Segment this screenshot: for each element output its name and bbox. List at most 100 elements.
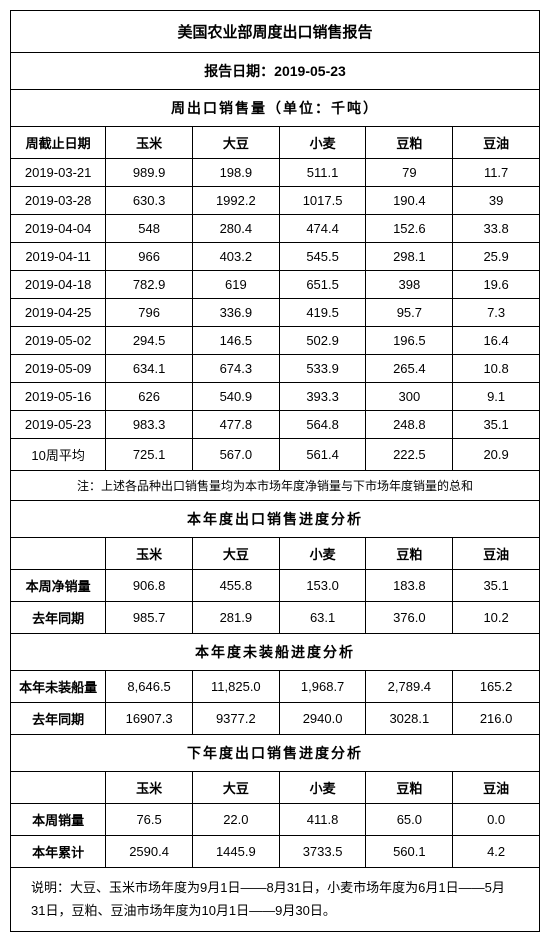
cell: 76.5 [106, 804, 193, 836]
table-row: 本周净销量906.8455.8153.0183.835.1 [11, 570, 540, 602]
table-row: 2019-05-23983.3477.8564.8248.835.1 [11, 411, 540, 439]
cell: 966 [106, 243, 193, 271]
cell: 9.1 [453, 383, 540, 411]
cell: 10.8 [453, 355, 540, 383]
cell: 782.9 [106, 271, 193, 299]
cell: 2019-04-25 [11, 299, 106, 327]
cell: 2940.0 [279, 703, 366, 735]
header-soyoil: 豆油 [453, 127, 540, 159]
cell: 183.8 [366, 570, 453, 602]
cell: 560.1 [366, 836, 453, 868]
section-weekly-title: 周出口销售量（单位：千吨） [11, 90, 540, 127]
cell: 248.8 [366, 411, 453, 439]
cell: 2019-05-23 [11, 411, 106, 439]
cell: 11,825.0 [192, 671, 279, 703]
avg-label: 10周平均 [11, 439, 106, 471]
cell: 95.7 [366, 299, 453, 327]
cell: 511.1 [279, 159, 366, 187]
table-row: 2019-04-25796336.9419.595.77.3 [11, 299, 540, 327]
section-next-title: 下年度出口销售进度分析 [11, 735, 540, 772]
cell: 本年未装船量 [11, 671, 106, 703]
cell: 去年同期 [11, 703, 106, 735]
cell: 7.3 [453, 299, 540, 327]
cell: 9377.2 [192, 703, 279, 735]
cell: 39 [453, 187, 540, 215]
header-corn2: 玉米 [106, 538, 193, 570]
header-soybean2: 大豆 [192, 538, 279, 570]
header-corn: 玉米 [106, 127, 193, 159]
cell: 2019-04-11 [11, 243, 106, 271]
cell: 540.9 [192, 383, 279, 411]
cell: 2590.4 [106, 836, 193, 868]
explanation-text: 说明：大豆、玉米市场年度为9月1日——8月31日，小麦市场年度为6月1日——5月… [11, 868, 540, 932]
cell: 去年同期 [11, 602, 106, 634]
cell: 19.6 [453, 271, 540, 299]
cell: 本年累计 [11, 836, 106, 868]
table-row: 2019-05-02294.5146.5502.9196.516.4 [11, 327, 540, 355]
note-row: 注：上述各品种出口销售量均为本市场年度净销量与下市场年度销量的总和 [11, 471, 540, 501]
cell: 280.4 [192, 215, 279, 243]
cell: 2019-05-16 [11, 383, 106, 411]
cell: 2019-05-02 [11, 327, 106, 355]
table-row: 去年同期16907.39377.22940.03028.1216.0 [11, 703, 540, 735]
report-table: 美国农业部周度出口销售报告 报告日期：2019-05-23 周出口销售量（单位：… [10, 10, 540, 932]
header-corn3: 玉米 [106, 772, 193, 804]
header-wheat3: 小麦 [279, 772, 366, 804]
table-row: 2019-04-18782.9619651.539819.6 [11, 271, 540, 299]
cell: 403.2 [192, 243, 279, 271]
date-row: 报告日期：2019-05-23 [11, 53, 540, 90]
cell: 619 [192, 271, 279, 299]
header-soymeal2: 豆粕 [366, 538, 453, 570]
cell: 2,789.4 [366, 671, 453, 703]
table-row: 本周销量76.522.0411.865.00.0 [11, 804, 540, 836]
cell: 651.5 [279, 271, 366, 299]
cell: 3733.5 [279, 836, 366, 868]
cell: 376.0 [366, 602, 453, 634]
cell: 8,646.5 [106, 671, 193, 703]
table-row: 2019-04-11966403.2545.5298.125.9 [11, 243, 540, 271]
cell: 0.0 [453, 804, 540, 836]
cell: 564.8 [279, 411, 366, 439]
cell: 10.2 [453, 602, 540, 634]
cell: 2019-04-04 [11, 215, 106, 243]
avg-row: 10周平均 725.1 567.0 561.4 222.5 20.9 [11, 439, 540, 471]
blank-header2 [11, 772, 106, 804]
cell: 2019-03-28 [11, 187, 106, 215]
report-title: 美国农业部周度出口销售报告 [11, 11, 540, 53]
avg-soyoil: 20.9 [453, 439, 540, 471]
table-row: 2019-05-16626540.9393.33009.1 [11, 383, 540, 411]
header-soybean3: 大豆 [192, 772, 279, 804]
header-soyoil3: 豆油 [453, 772, 540, 804]
cell: 11.7 [453, 159, 540, 187]
section-next-row: 下年度出口销售进度分析 [11, 735, 540, 772]
cell: 63.1 [279, 602, 366, 634]
cell: 300 [366, 383, 453, 411]
header-soyoil2: 豆油 [453, 538, 540, 570]
cell: 22.0 [192, 804, 279, 836]
cell: 2019-04-18 [11, 271, 106, 299]
cell: 906.8 [106, 570, 193, 602]
cell: 674.3 [192, 355, 279, 383]
cell: 196.5 [366, 327, 453, 355]
cell: 2019-05-09 [11, 355, 106, 383]
cell: 502.9 [279, 327, 366, 355]
cell: 152.6 [366, 215, 453, 243]
header-date: 周截止日期 [11, 127, 106, 159]
cell: 281.9 [192, 602, 279, 634]
cell: 1,968.7 [279, 671, 366, 703]
report-date: 报告日期：2019-05-23 [11, 53, 540, 90]
avg-soybean: 567.0 [192, 439, 279, 471]
avg-wheat: 561.4 [279, 439, 366, 471]
cell: 146.5 [192, 327, 279, 355]
cell: 630.3 [106, 187, 193, 215]
cell: 298.1 [366, 243, 453, 271]
weekly-header-row: 周截止日期 玉米 大豆 小麦 豆粕 豆油 [11, 127, 540, 159]
cell: 634.1 [106, 355, 193, 383]
cell: 153.0 [279, 570, 366, 602]
avg-corn: 725.1 [106, 439, 193, 471]
cell: 796 [106, 299, 193, 327]
cell: 198.9 [192, 159, 279, 187]
next-header-row: 玉米 大豆 小麦 豆粕 豆油 [11, 772, 540, 804]
cell: 336.9 [192, 299, 279, 327]
avg-soymeal: 222.5 [366, 439, 453, 471]
